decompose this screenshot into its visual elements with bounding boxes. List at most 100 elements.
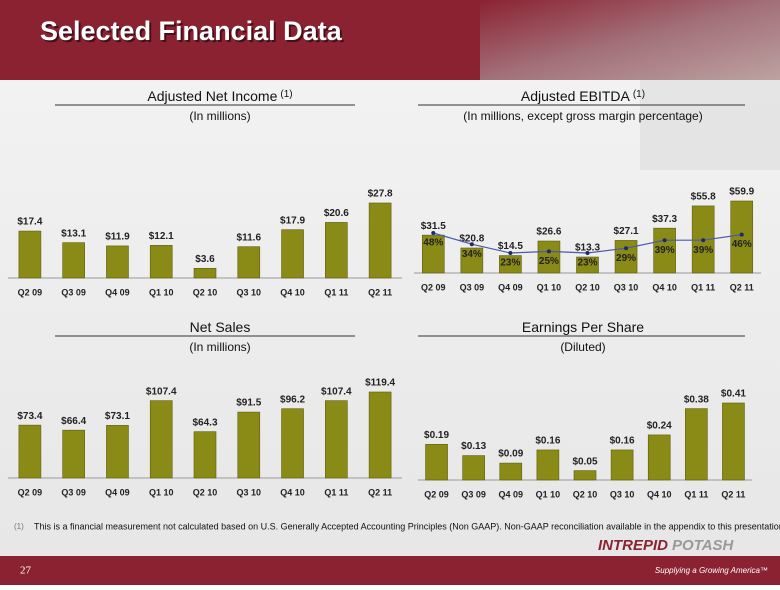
bar (237, 411, 261, 479)
chart-title: Adjusted Net Income (1) (147, 88, 292, 104)
margin-label: 39% (693, 245, 713, 256)
value-label: $107.4 (146, 386, 177, 397)
title-shadow: Selected Financial Data (42, 18, 345, 48)
bar (653, 227, 676, 274)
title-note: (1) (633, 89, 645, 100)
margin-label: 23% (500, 258, 520, 269)
x-tick-label: Q2 09 (424, 489, 449, 499)
footnote: This is a financial measurement not calc… (34, 521, 780, 531)
margin-point (701, 238, 706, 243)
bar (325, 400, 348, 479)
page-number: 27 (20, 565, 32, 577)
chart-title: Earnings Per Share (522, 319, 644, 335)
x-tick-label: Q3 10 (237, 287, 262, 297)
value-label: $0.05 (572, 456, 597, 467)
margin-point (739, 232, 744, 237)
chart-subtitle: (Diluted) (560, 340, 605, 354)
chart-title-text: Earnings Per Share (522, 319, 644, 335)
title-note: (1) (280, 89, 292, 100)
x-tick-label: Q1 10 (149, 487, 174, 497)
x-tick-label: Q4 10 (280, 287, 305, 297)
bar (499, 255, 522, 274)
x-tick-label: Q2 11 (368, 287, 392, 297)
value-label: $11.6 (237, 232, 262, 243)
slide-title: Selected Financial Data (40, 16, 343, 46)
margin-label: 46% (732, 239, 752, 250)
x-tick-label: Q1 11 (324, 287, 348, 297)
logo-name-2: POTASH (672, 537, 735, 554)
chart-subtitle: (In millions, except gross margin percen… (463, 109, 702, 123)
value-label: $31.5 (421, 221, 446, 232)
bar (368, 391, 392, 479)
x-tick-label: Q2 10 (573, 489, 598, 499)
bar (18, 230, 42, 279)
margin-label: 48% (423, 238, 443, 249)
header-texture (480, 0, 780, 80)
value-label: $20.8 (459, 234, 484, 245)
x-tick-label: Q2 10 (575, 282, 600, 292)
x-tick-label: Q4 10 (647, 489, 672, 499)
value-label: $27.1 (614, 226, 639, 237)
footnote-marker: (1) (14, 522, 24, 531)
x-tick-label: Q2 10 (193, 487, 218, 497)
x-tick-label: Q4 09 (499, 489, 524, 499)
bar (536, 449, 560, 481)
value-label: $66.4 (61, 416, 86, 427)
value-label: $55.8 (691, 192, 716, 203)
value-label: $17.4 (17, 217, 42, 228)
value-label: $107.4 (321, 386, 352, 397)
bar (281, 229, 304, 279)
margin-point (624, 246, 629, 251)
logo-tagline: Supplying a Growing America™ (655, 566, 768, 575)
value-label: $37.3 (652, 214, 677, 225)
x-tick-label: Q3 10 (237, 487, 262, 497)
x-tick-label: Q2 09 (18, 487, 43, 497)
x-tick-label: Q3 10 (610, 489, 635, 499)
chart-title-text: Net Sales (190, 319, 251, 335)
bar (149, 400, 173, 479)
margin-point (469, 242, 474, 247)
value-label: $119.4 (365, 378, 395, 389)
margin-label: 39% (655, 245, 675, 256)
bar (281, 408, 304, 479)
x-tick-label: Q4 09 (498, 282, 523, 292)
bar (460, 247, 484, 274)
x-tick-label: Q1 10 (537, 282, 562, 292)
bar (62, 242, 85, 279)
bar (685, 408, 708, 481)
footer-band (0, 556, 780, 585)
margin-label: 23% (577, 258, 597, 269)
value-label: $0.16 (610, 436, 635, 447)
x-tick-label: Q4 09 (105, 287, 130, 297)
bar (730, 200, 754, 274)
bar (325, 222, 348, 279)
value-label: $26.6 (536, 227, 561, 238)
value-label: $20.6 (324, 208, 349, 219)
bar (537, 240, 561, 274)
bar (149, 245, 173, 279)
x-tick-label: Q2 09 (18, 287, 43, 297)
value-label: $11.9 (105, 232, 130, 243)
chart-subtitle: (In millions) (189, 340, 250, 354)
value-label: $91.5 (236, 398, 261, 409)
value-label: $0.13 (461, 441, 486, 452)
bar (106, 425, 129, 479)
bar (421, 234, 445, 274)
x-tick-label: Q4 10 (280, 487, 305, 497)
bar (368, 202, 392, 279)
bar (647, 434, 671, 481)
chart-title: Adjusted EBITDA (1) (521, 88, 645, 104)
x-tick-label: Q1 11 (684, 489, 708, 499)
value-label: $13.1 (61, 228, 86, 239)
margin-point (585, 251, 590, 255)
value-label: $64.3 (192, 417, 217, 428)
bar (722, 402, 745, 481)
x-tick-label: Q3 09 (460, 282, 485, 292)
chart-title: Net Sales (190, 319, 251, 335)
margin-label: 25% (539, 256, 559, 267)
bar (18, 424, 42, 479)
bar (610, 449, 634, 481)
x-tick-label: Q2 11 (368, 487, 392, 497)
bar (62, 429, 85, 479)
